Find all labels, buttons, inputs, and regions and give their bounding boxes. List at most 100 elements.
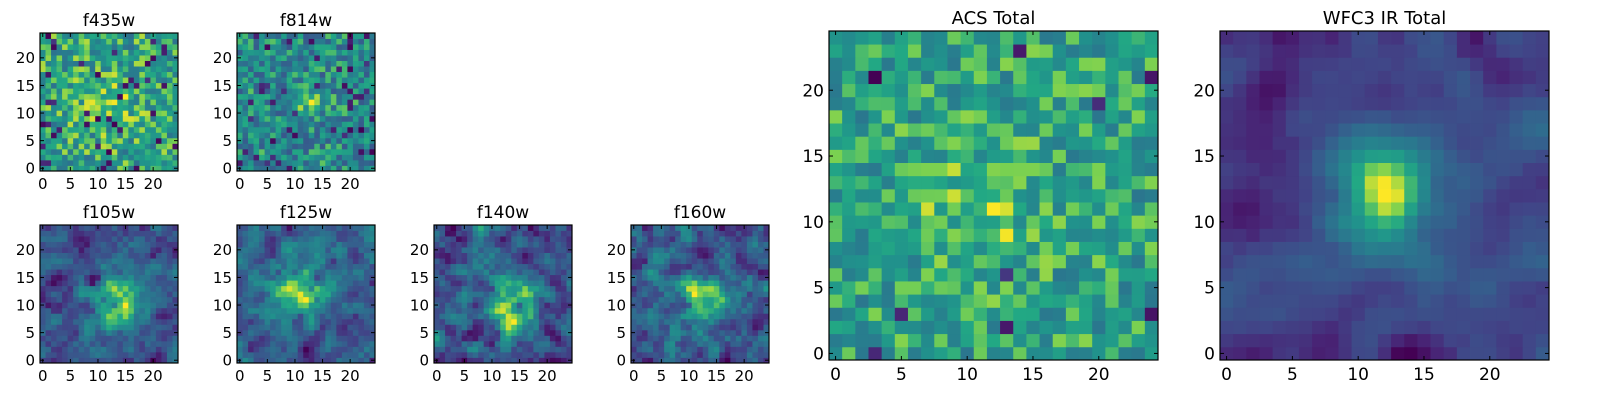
heatmap-cell bbox=[736, 319, 742, 325]
heatmap-cell bbox=[57, 231, 63, 237]
heatmap-cell bbox=[440, 264, 446, 270]
heatmap-cell bbox=[95, 50, 101, 56]
heatmap-cell bbox=[167, 341, 173, 347]
heatmap-cell bbox=[167, 308, 173, 314]
heatmap-cell bbox=[265, 149, 271, 155]
heatmap-cell bbox=[161, 99, 167, 105]
heatmap-cell bbox=[73, 352, 79, 358]
heatmap-cell bbox=[150, 313, 156, 319]
heatmap-cell bbox=[1105, 281, 1119, 295]
heatmap-cell bbox=[336, 50, 342, 56]
heatmap-cell bbox=[500, 236, 506, 242]
heatmap-cell bbox=[134, 319, 140, 325]
heatmap-cell bbox=[84, 50, 90, 56]
heatmap-cell bbox=[467, 346, 473, 352]
heatmap-cell bbox=[248, 55, 254, 61]
heatmap-cell bbox=[309, 324, 315, 330]
heatmap-cell bbox=[287, 33, 293, 39]
heatmap-cell bbox=[561, 319, 567, 325]
heatmap-cell bbox=[1246, 294, 1260, 308]
heatmap-cell bbox=[456, 269, 462, 275]
heatmap-cell bbox=[1312, 215, 1326, 229]
heatmap-cell bbox=[974, 307, 988, 321]
heatmap-cell bbox=[106, 44, 112, 50]
heatmap-cell bbox=[1431, 176, 1445, 190]
heatmap-cell bbox=[868, 44, 882, 58]
heatmap-cell bbox=[95, 105, 101, 111]
heatmap-cell bbox=[440, 319, 446, 325]
heatmap-cell bbox=[292, 121, 298, 127]
heatmap-cell bbox=[1092, 163, 1106, 177]
heatmap-cell bbox=[462, 291, 468, 297]
heatmap-cell bbox=[270, 44, 276, 50]
heatmap-cell bbox=[947, 268, 961, 282]
heatmap-cell bbox=[664, 352, 670, 358]
heatmap-cell bbox=[62, 94, 68, 100]
heatmap-cell bbox=[342, 154, 348, 160]
heatmap-cell bbox=[320, 83, 326, 89]
heatmap-cell bbox=[46, 242, 52, 248]
heatmap-cell bbox=[347, 236, 353, 242]
heatmap-cell bbox=[451, 291, 457, 297]
heatmap-cell bbox=[298, 258, 304, 264]
heatmap-cell bbox=[908, 44, 922, 58]
heatmap-cell bbox=[276, 253, 282, 259]
heatmap-cell bbox=[259, 83, 265, 89]
heatmap-cell bbox=[478, 346, 484, 352]
heatmap-cell bbox=[270, 341, 276, 347]
heatmap-cell bbox=[62, 121, 68, 127]
heatmap-cell bbox=[106, 143, 112, 149]
heatmap-cell bbox=[320, 160, 326, 166]
heatmap-cell bbox=[134, 258, 140, 264]
heatmap-cell bbox=[533, 308, 539, 314]
heatmap-cell bbox=[51, 324, 57, 330]
heatmap-cell bbox=[358, 330, 364, 336]
heatmap-cell bbox=[550, 247, 556, 253]
heatmap-cell bbox=[84, 154, 90, 160]
heatmap-cell bbox=[84, 236, 90, 242]
heatmap-cell bbox=[298, 88, 304, 94]
heatmap-cell bbox=[1040, 110, 1054, 124]
heatmap-cell bbox=[68, 61, 74, 67]
heatmap-cell bbox=[752, 275, 758, 281]
heatmap-cell bbox=[842, 255, 856, 269]
heatmap-cell bbox=[287, 324, 293, 330]
heatmap-cell bbox=[331, 242, 337, 248]
heatmap-cell bbox=[265, 302, 271, 308]
heatmap-cell bbox=[161, 33, 167, 39]
heatmap-cell bbox=[276, 110, 282, 116]
heatmap-cell bbox=[1053, 176, 1067, 190]
heatmap-cell bbox=[451, 352, 457, 358]
heatmap-cell bbox=[57, 297, 63, 303]
heatmap-cell bbox=[309, 55, 315, 61]
heatmap-cell bbox=[134, 50, 140, 56]
heatmap-cell bbox=[95, 77, 101, 83]
heatmap-cell bbox=[243, 160, 249, 166]
heatmap-cell bbox=[730, 313, 736, 319]
heatmap-cell bbox=[1404, 176, 1418, 190]
heatmap-cell bbox=[1105, 268, 1119, 282]
heatmap-cell bbox=[134, 324, 140, 330]
heatmap-cell bbox=[653, 242, 659, 248]
heatmap-cell bbox=[353, 121, 359, 127]
heatmap-cell bbox=[1299, 281, 1313, 295]
heatmap-cell bbox=[1523, 176, 1537, 190]
heatmap-cell bbox=[320, 231, 326, 237]
heatmap-cell bbox=[57, 77, 63, 83]
heatmap-cell bbox=[353, 308, 359, 314]
heatmap-cell bbox=[84, 335, 90, 341]
heatmap-cell bbox=[353, 61, 359, 67]
heatmap-cell bbox=[134, 132, 140, 138]
heatmap-cell bbox=[134, 61, 140, 67]
heatmap-cell bbox=[1079, 189, 1093, 203]
heatmap-cell bbox=[517, 286, 523, 292]
heatmap-cell bbox=[336, 149, 342, 155]
heatmap-cell bbox=[550, 330, 556, 336]
heatmap-cell bbox=[747, 352, 753, 358]
heatmap-cell bbox=[484, 258, 490, 264]
heatmap-cell bbox=[276, 341, 282, 347]
heatmap-cell bbox=[467, 280, 473, 286]
x-tick-label: 15 bbox=[510, 367, 529, 385]
heatmap-cell bbox=[325, 72, 331, 78]
heatmap-cell bbox=[298, 236, 304, 242]
